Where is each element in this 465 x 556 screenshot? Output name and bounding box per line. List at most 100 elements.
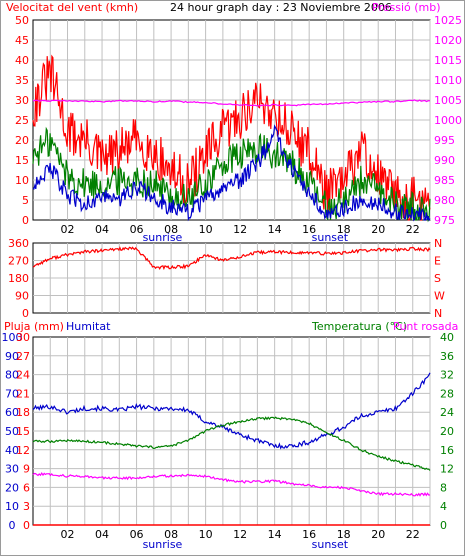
direction-y-tick-label: 360 [8,237,29,250]
temp-x-tick-label: 20 [371,528,385,541]
rain-y-tick-label: 27 [16,350,30,363]
sunrise-label-bottom: sunrise [143,538,183,551]
wind-y-tick-label: 20 [15,134,29,147]
pressure-y-tick-label: 980 [434,194,455,207]
temperature-y-tick-label: 0 [440,519,447,532]
wind-y-tick-label: 30 [15,94,29,107]
rain-y-tick-label: 3 [23,500,30,513]
pressure-y-tick-label: 975 [434,214,455,227]
pressure-y-tick-label: 995 [434,134,455,147]
humidity-y-tick-label: 10 [5,500,19,513]
rain-y-tick-label: 21 [16,387,30,400]
wind-x-tick-label: 14 [268,223,282,236]
wind-x-tick-label: 20 [371,223,385,236]
direction-y-tick-label: 0 [22,307,29,320]
pressure-y-tick-label: 1025 [434,14,462,27]
direction-y-tick-label: 180 [8,272,29,285]
temp-x-tick-label: 06 [130,528,144,541]
pressure-y-tick-label: 1020 [434,34,462,47]
direction-series-line [32,246,431,271]
wind-x-tick-label: 10 [199,223,213,236]
temperature-y-tick-label: 20 [440,425,454,438]
rain-y-tick-label: 0 [23,519,30,532]
wind-y-tick-label: 50 [15,14,29,27]
wind-x-tick-label: 12 [233,223,247,236]
temp-x-tick-label: 10 [199,528,213,541]
rain-y-tick-label: 15 [16,425,30,438]
pressure-y-tick-label: 1015 [434,54,462,67]
wind-y-tick-label: 25 [15,114,29,127]
temperature-y-tick-label: 12 [440,463,454,476]
temperature-label: Temperatura (°C) [311,320,407,333]
wind-x-tick-label: 04 [95,223,109,236]
pressure-y-tick-label: 990 [434,154,455,167]
humidity-y-tick-label: 20 [5,481,19,494]
day-title: 24 hour graph day : 23 Noviembre 2006 [170,1,392,14]
humidity-y-tick-label: 40 [5,444,19,457]
pressure-series-line [32,99,431,107]
humidity-y-tick-label: 30 [5,463,19,476]
rain-y-tick-label: 9 [23,463,30,476]
wind-title: Velocitat del vent (kmh) [6,1,138,14]
compass-tick-label: E [434,255,441,268]
temperature-y-tick-label: 32 [440,369,454,382]
humidity-y-tick-label: 0 [9,519,16,532]
temp-x-tick-label: 08 [164,528,178,541]
compass-tick-label: S [434,272,441,285]
gust-series-line [32,54,431,221]
wind-x-tick-label: 16 [302,223,316,236]
rain-y-tick-label: 12 [16,444,30,457]
temp-x-tick-label: 12 [233,528,247,541]
pressure-title: Pressió (mb) [372,1,441,14]
temp-x-tick-label: 16 [302,528,316,541]
temperature-humidity-panel: 0102030405060708090100036912151821242730… [2,331,455,551]
wind-y-tick-label: 40 [15,54,29,67]
temp-x-tick-label: 14 [268,528,282,541]
pressure-y-tick-label: 985 [434,174,455,187]
humidity-y-tick-label: 70 [5,387,19,400]
humidity-y-tick-label: 90 [5,350,19,363]
dewpoint-label: Punt rosada [393,320,458,333]
wind-y-tick-label: 15 [15,154,29,167]
temperature-y-tick-label: 24 [440,406,454,419]
temp-x-tick-label: 18 [337,528,351,541]
compass-tick-label: W [434,290,445,303]
compass-tick-label: N [434,237,442,250]
avg-series-line [32,124,431,222]
compass-tick-label: N [434,307,442,320]
rain-y-tick-label: 6 [23,481,30,494]
humidity-y-tick-label: 100 [2,331,23,344]
sunrise-label: sunrise [143,231,183,244]
rain-y-tick-label: 18 [16,406,30,419]
direction-y-tick-label: 90 [15,290,29,303]
temperature-y-tick-label: 36 [440,350,454,363]
temp-x-tick-label: 22 [406,528,420,541]
rain-y-tick-label: 24 [16,369,30,382]
wind-x-tick-label: 18 [337,223,351,236]
temp-x-tick-label: 04 [95,528,109,541]
temperature-y-tick-label: 28 [440,387,454,400]
temperature-y-tick-label: 40 [440,331,454,344]
wind-y-tick-label: 5 [22,194,29,207]
wind-y-tick-label: 0 [22,214,29,227]
humidity-y-tick-label: 50 [5,425,19,438]
pressure-y-tick-label: 1000 [434,114,462,127]
temp-x-tick-label: 02 [61,528,75,541]
wind-x-tick-label: 02 [61,223,75,236]
sunset-label-bottom: sunset [312,538,349,551]
pressure-y-tick-label: 1005 [434,94,462,107]
humidity-series-line [32,372,431,450]
temperature-y-tick-label: 8 [440,481,447,494]
wind-y-tick-label: 35 [15,74,29,87]
sunset-label: sunset [312,231,349,244]
wind-y-tick-label: 10 [15,174,29,187]
wind-y-tick-label: 45 [15,34,29,47]
temperature-y-tick-label: 16 [440,444,454,457]
wind-pressure-panel: 0510152025303540455097598098599099510001… [15,14,462,244]
rain-y-tick-label: 30 [16,331,30,344]
temperature-series-line [32,416,431,471]
humidity-y-tick-label: 60 [5,406,19,419]
